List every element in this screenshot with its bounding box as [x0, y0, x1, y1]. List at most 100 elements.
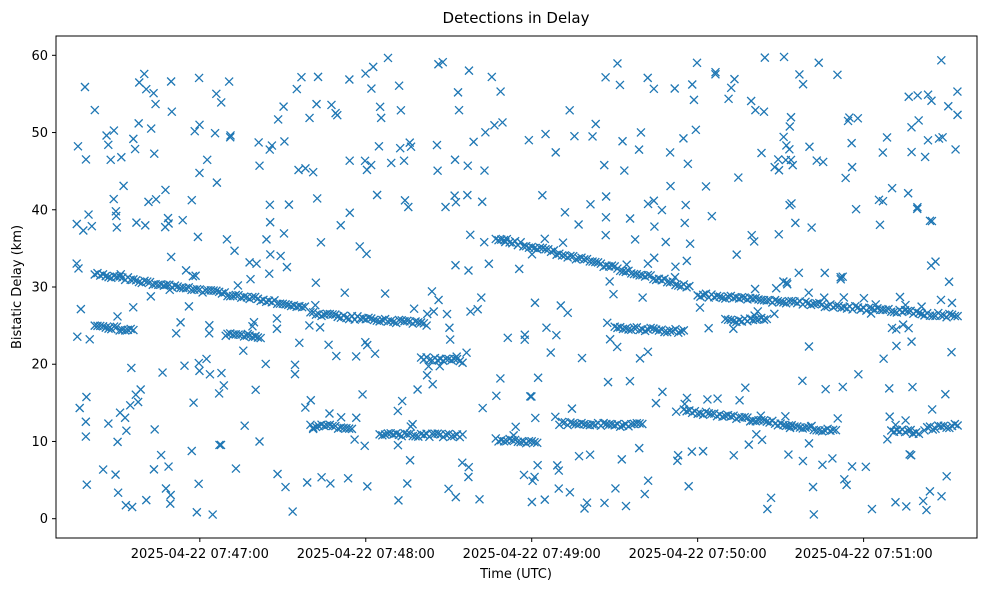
- detection-marker: [906, 450, 916, 460]
- detection-marker: [762, 504, 772, 514]
- y-tick-label: 40: [31, 203, 48, 218]
- detection-marker: [328, 309, 338, 319]
- detection-marker: [682, 256, 692, 266]
- detection-marker: [364, 313, 373, 323]
- detection-marker: [820, 302, 830, 312]
- detection-marker: [279, 228, 289, 238]
- detection-marker: [532, 438, 542, 448]
- detection-marker: [345, 156, 355, 166]
- detection-marker: [325, 420, 335, 430]
- detection-marker: [599, 160, 609, 170]
- detection-marker: [156, 450, 166, 460]
- detection-marker: [950, 419, 960, 429]
- detection-marker: [433, 429, 443, 439]
- detection-marker: [113, 488, 123, 498]
- detection-marker: [311, 278, 321, 288]
- detection-marker: [843, 116, 853, 126]
- detection-marker: [574, 451, 584, 461]
- detection-marker: [90, 105, 100, 115]
- detection-marker: [394, 430, 404, 440]
- detection-marker: [831, 425, 841, 435]
- detection-marker: [920, 152, 930, 162]
- detection-marker: [402, 479, 412, 488]
- detection-marker: [464, 462, 474, 472]
- detection-marker: [104, 272, 114, 282]
- detection-marker: [625, 214, 635, 223]
- detection-marker: [615, 80, 625, 90]
- detection-marker: [563, 252, 573, 262]
- detection-marker: [904, 323, 914, 333]
- detection-marker: [216, 368, 226, 378]
- detection-marker: [336, 220, 346, 230]
- detection-marker: [950, 311, 960, 321]
- detection-marker: [419, 430, 429, 440]
- detection-marker: [121, 500, 131, 510]
- detection-marker: [889, 307, 899, 317]
- detection-marker: [557, 417, 567, 427]
- detection-marker: [742, 413, 752, 422]
- detection-marker: [252, 259, 261, 269]
- detection-marker: [246, 274, 255, 284]
- detection-marker: [707, 211, 717, 221]
- scatter-markers: [72, 52, 963, 520]
- detection-marker: [465, 230, 475, 240]
- detection-marker: [782, 279, 792, 289]
- detection-marker: [908, 382, 917, 392]
- detection-marker: [85, 334, 95, 344]
- detection-marker: [355, 242, 365, 251]
- detection-marker: [643, 259, 653, 269]
- detection-marker: [112, 322, 122, 332]
- detection-marker: [81, 155, 91, 164]
- detection-marker: [496, 87, 506, 97]
- detection-marker: [759, 315, 769, 325]
- detection-marker: [847, 162, 857, 172]
- detection-marker: [141, 495, 151, 505]
- detection-marker: [374, 141, 384, 151]
- detection-marker: [178, 215, 188, 225]
- detection-marker: [362, 481, 372, 491]
- detection-marker: [167, 107, 177, 117]
- detection-marker: [953, 110, 962, 120]
- detection-marker: [698, 290, 708, 300]
- detection-marker: [316, 237, 326, 247]
- detection-marker: [340, 288, 350, 298]
- detection-marker: [790, 218, 800, 228]
- detection-marker: [695, 408, 705, 418]
- x-axis-label: Time (UTC): [479, 567, 552, 582]
- detection-marker: [732, 250, 742, 260]
- detection-marker: [202, 354, 211, 364]
- detection-marker: [158, 368, 168, 377]
- detection-marker: [726, 315, 736, 325]
- detection-marker: [788, 160, 798, 170]
- detection-marker: [377, 315, 387, 325]
- detection-marker: [540, 234, 550, 244]
- detection-marker: [394, 81, 404, 91]
- detection-marker: [770, 162, 780, 172]
- detection-marker: [239, 292, 249, 302]
- detection-marker: [907, 147, 917, 157]
- detection-marker: [565, 251, 575, 261]
- detection-marker: [273, 114, 283, 124]
- detection-marker: [682, 406, 692, 416]
- detection-marker: [651, 398, 661, 408]
- detection-marker: [115, 408, 125, 418]
- detection-marker: [807, 223, 817, 232]
- detection-marker: [851, 204, 861, 214]
- detection-marker: [838, 382, 848, 392]
- detection-marker: [386, 316, 396, 326]
- detection-marker: [635, 353, 645, 363]
- detection-marker: [856, 305, 866, 314]
- detection-marker: [718, 293, 728, 303]
- detection-marker: [288, 507, 298, 516]
- detection-marker: [106, 155, 116, 165]
- x-axis: 2025-04-22 07:47:00 2025-04-22 07:48:00 20…: [131, 538, 933, 562]
- detection-marker: [923, 135, 933, 145]
- detection-marker: [80, 82, 90, 92]
- detection-marker: [310, 300, 320, 310]
- detection-marker: [377, 430, 387, 440]
- detection-marker: [180, 361, 189, 371]
- detection-marker: [469, 137, 479, 147]
- detection-marker: [580, 504, 589, 513]
- detection-marker: [445, 335, 455, 345]
- detection-marker: [787, 198, 796, 208]
